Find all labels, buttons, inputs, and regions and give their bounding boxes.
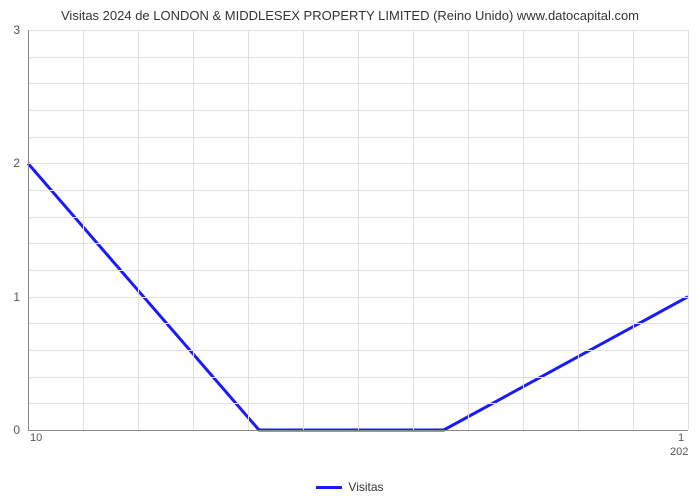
x-under-label-right-top: 1: [678, 432, 684, 444]
y-tick-label: 0: [0, 423, 20, 437]
y-tick-label: 1: [0, 290, 20, 304]
grid-line-v: [193, 30, 194, 430]
x-under-label-left: 10: [30, 432, 42, 444]
grid-line-v: [303, 30, 304, 430]
grid-line-v: [468, 30, 469, 430]
grid-line-v: [28, 30, 29, 430]
grid-line-v: [578, 30, 579, 430]
y-tick-label: 2: [0, 156, 20, 170]
x-under-label-right-bottom: 202: [670, 446, 688, 458]
legend-label: Visitas: [348, 480, 383, 494]
legend: Visitas: [0, 479, 700, 494]
chart-title: Visitas 2024 de LONDON & MIDDLESEX PROPE…: [0, 8, 700, 23]
grid-line-v: [138, 30, 139, 430]
grid-line-v: [83, 30, 84, 430]
y-tick-label: 3: [0, 23, 20, 37]
grid-line-h-major: [28, 430, 688, 431]
grid-line-v: [688, 30, 689, 430]
grid-line-v: [358, 30, 359, 430]
legend-swatch: [316, 486, 342, 489]
plot-area: [28, 30, 688, 430]
grid-line-v: [523, 30, 524, 430]
grid-line-v: [633, 30, 634, 430]
grid-line-v: [413, 30, 414, 430]
grid-line-v: [248, 30, 249, 430]
